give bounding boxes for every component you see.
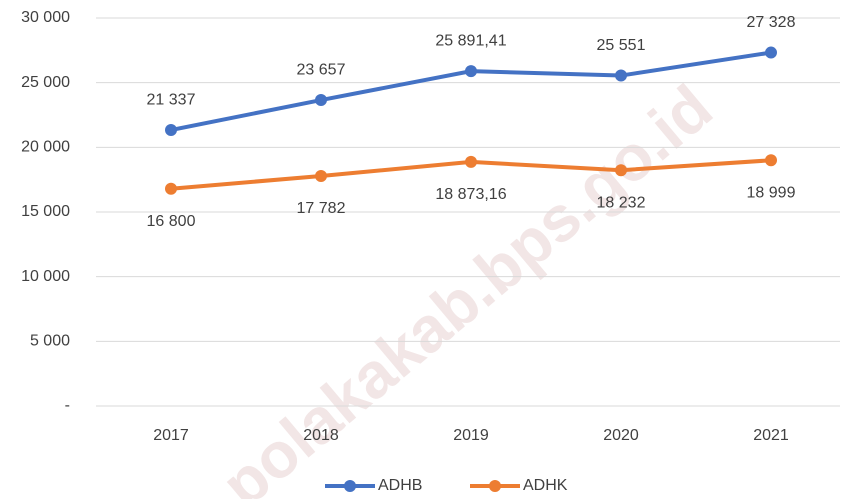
legend-marker [344, 480, 356, 492]
x-tick-label: 2018 [303, 427, 339, 444]
point [315, 94, 327, 107]
legend-label: ADHB [378, 477, 422, 494]
data-label: 16 800 [147, 213, 196, 230]
data-label: 18 232 [597, 194, 646, 211]
data-label: 25 551 [597, 37, 646, 54]
point [765, 46, 777, 59]
data-label: 27 328 [747, 14, 796, 31]
data-label: 18 999 [747, 184, 796, 201]
y-tick-label: 20 000 [21, 139, 70, 156]
y-tick-label: - [65, 397, 70, 414]
y-tick-label: 15 000 [21, 203, 70, 220]
point [615, 69, 627, 82]
point [165, 124, 177, 137]
legend-marker [489, 480, 501, 492]
y-tick-label: 10 000 [21, 268, 70, 285]
data-label: 17 782 [297, 200, 346, 217]
x-tick-label: 2019 [453, 427, 489, 444]
data-label: 25 891,41 [435, 32, 506, 49]
point [465, 155, 477, 168]
point [165, 182, 177, 195]
y-tick-label: 30 000 [21, 9, 70, 26]
legend-label: ADHK [523, 477, 568, 494]
data-label: 21 337 [147, 91, 196, 108]
data-label: 18 873,16 [435, 186, 506, 203]
point [615, 164, 627, 177]
point [315, 170, 327, 183]
y-tick-label: 25 000 [21, 74, 70, 91]
x-tick-label: 2021 [753, 427, 789, 444]
point [765, 154, 777, 167]
x-tick-label: 2020 [603, 427, 639, 444]
y-tick-label: 5 000 [30, 333, 70, 350]
data-label: 23 657 [297, 61, 346, 78]
x-tick-label: 2017 [153, 427, 189, 444]
point [465, 65, 477, 78]
